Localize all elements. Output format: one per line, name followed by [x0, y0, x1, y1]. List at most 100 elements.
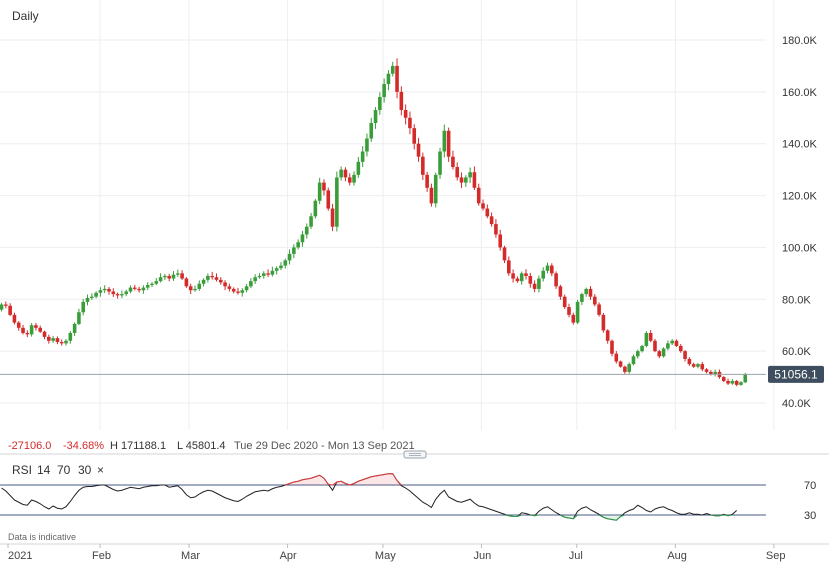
date-range: Tue 29 Dec 2020 - Mon 13 Sep 2021 [234, 440, 415, 452]
rsi-overbought-fill [285, 475, 333, 485]
candle-body [34, 325, 38, 328]
candle-body [283, 260, 288, 266]
candle-body [373, 110, 378, 123]
candle-body [507, 260, 511, 274]
candle-body [111, 291, 116, 295]
candle-body [670, 340, 674, 344]
candle-body [214, 277, 219, 280]
candle-body [339, 169, 343, 178]
y-tick-label: 180.0K [782, 35, 818, 47]
rsi-oversold-segment [598, 514, 626, 521]
candle-body [524, 273, 528, 276]
x-tick-label: Sep [766, 550, 786, 562]
y-tick-label: 120.0K [782, 191, 818, 203]
candle-body [704, 369, 709, 372]
candle-body [395, 65, 399, 92]
candle-body [674, 340, 679, 346]
candle-body [85, 297, 90, 302]
candle-body [309, 216, 313, 227]
candle-body [274, 268, 279, 271]
candle-body [459, 177, 464, 183]
candle-body [472, 172, 477, 188]
x-tick-label: Jul [569, 550, 583, 562]
candle-body [145, 285, 150, 288]
panel-resize-handle[interactable] [403, 450, 427, 459]
candle-body [171, 274, 176, 279]
current-price-label: 51056.1 [774, 367, 818, 381]
candle-body [627, 364, 631, 372]
candle-body [511, 273, 515, 279]
candle-body [81, 301, 86, 313]
candle-body [175, 273, 180, 275]
x-tick-label: Feb [92, 550, 111, 562]
candle-body [416, 143, 421, 157]
candle-body [206, 275, 210, 280]
candle-body [25, 332, 30, 335]
candle-body [292, 247, 296, 254]
candle-body [270, 270, 275, 275]
candle-body [218, 279, 223, 283]
candle-body [141, 287, 146, 291]
candle-body [571, 314, 576, 323]
rsi-oversold-segment [723, 514, 733, 517]
candle-body [120, 294, 124, 296]
y-tick-label: 40.0K [782, 398, 811, 410]
candle-body [193, 288, 197, 291]
candle-body [360, 151, 365, 162]
candle-body [253, 277, 257, 282]
candle-body [421, 156, 425, 175]
candle-body [236, 291, 240, 293]
candle-body [365, 138, 369, 152]
candle-body [425, 174, 429, 188]
candle-body [485, 208, 490, 217]
rsi-oversold-fill [599, 515, 625, 521]
rsi-label: RSI [12, 463, 32, 477]
candle-body [77, 312, 81, 324]
candle-body [47, 336, 51, 341]
current-price-tag: 51056.1 [768, 365, 824, 383]
candle-body [249, 281, 253, 287]
y-tick-label: 100.0K [782, 242, 818, 254]
candle-body [610, 340, 614, 354]
candle-body [580, 294, 584, 302]
candle-body [558, 286, 563, 297]
rsi-oversold-fill [560, 515, 578, 519]
candle-body [408, 117, 412, 129]
candle-body [330, 208, 335, 227]
candle-body [481, 203, 485, 209]
time-axis: 2021 Feb Mar Apr May Jun Jul Aug Sep [7, 544, 786, 562]
candle-body [197, 283, 202, 289]
candle-body [700, 364, 705, 370]
candle-body [588, 288, 593, 297]
candle-body [102, 288, 107, 291]
candle-body [661, 348, 666, 357]
candle-body [55, 338, 60, 343]
main-grid [0, 0, 775, 430]
rsi-oversold-segment [530, 514, 539, 517]
candle-body [322, 182, 326, 191]
rsi-oversold-segment [504, 514, 522, 517]
candle-body [137, 288, 141, 291]
candle-body [21, 327, 25, 333]
candle-body [158, 277, 163, 282]
candle-body [296, 242, 300, 248]
change-percent: -34.68% [63, 440, 104, 452]
candle-body [412, 128, 417, 144]
y-tick-label: 140.0K [782, 139, 818, 151]
x-tick-label: Jun [473, 550, 491, 562]
candle-body [403, 110, 408, 118]
candle-body [94, 292, 98, 297]
candle-body [12, 314, 17, 323]
candle-body [691, 364, 696, 367]
candle-body [124, 291, 129, 295]
candle-body [683, 351, 687, 359]
rsi-overbought-segment [285, 474, 333, 486]
candle-body [188, 286, 193, 291]
candle-body [29, 325, 34, 335]
candle-body [438, 151, 442, 175]
candle-body [562, 296, 567, 308]
candle-body [721, 377, 726, 381]
candle-body [382, 84, 386, 98]
rsi-close-icon[interactable]: × [97, 463, 104, 477]
